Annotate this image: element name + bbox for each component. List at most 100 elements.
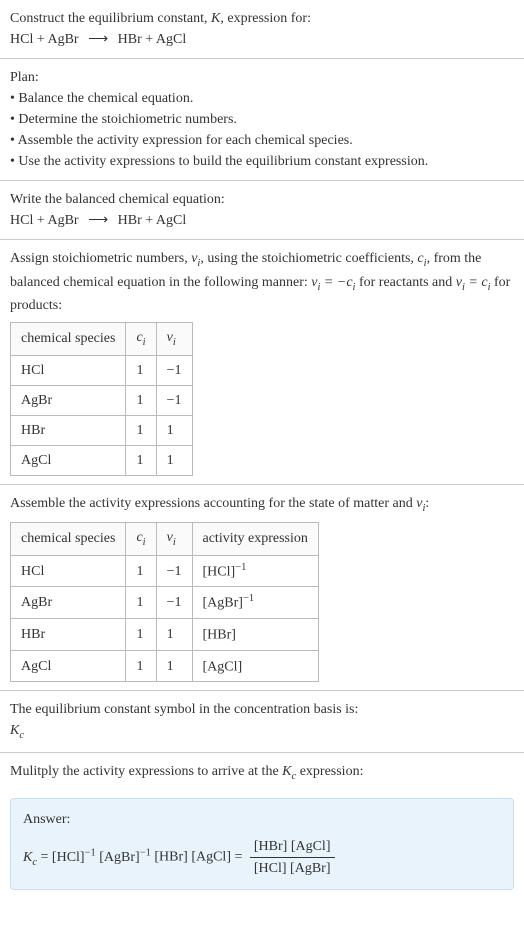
cell-nu: −1: [156, 555, 192, 587]
balanced-section: Write the balanced chemical equation: HC…: [0, 181, 524, 240]
kc-symbol-section: The equilibrium constant symbol in the c…: [0, 691, 524, 753]
table-row: AgBr1−1: [11, 385, 193, 415]
term: [HBr]: [154, 850, 187, 865]
col-activity: activity expression: [192, 523, 318, 556]
cell-c: 1: [126, 445, 156, 475]
equals: =: [231, 850, 246, 865]
reaction-lhs: HCl + AgBr: [10, 213, 79, 228]
text: Construct the equilibrium constant,: [10, 11, 211, 26]
col-species: chemical species: [11, 523, 126, 556]
cell-nu: 1: [156, 445, 192, 475]
reaction-arrow: ⟶: [82, 213, 114, 228]
cell-activity: [AgBr]−1: [192, 587, 318, 619]
fraction-denominator: [HCl] [AgBr]: [250, 857, 335, 879]
cell-activity: [HBr]: [192, 619, 318, 651]
fraction: [HBr] [AgCl] [HCl] [AgBr]: [250, 836, 335, 879]
reaction-lhs: HCl + AgBr: [10, 32, 79, 47]
kc-symbol: Kc: [10, 720, 514, 744]
cell-species: AgBr: [11, 385, 126, 415]
text: expression:: [296, 764, 363, 779]
col-ci: ci: [126, 523, 156, 556]
balanced-equation: HCl + AgBr ⟶ HBr + AgCl: [10, 210, 514, 231]
table-row: HBr11: [11, 415, 193, 445]
cell-species: HBr: [11, 619, 126, 651]
cell-species: AgBr: [11, 587, 126, 619]
cell-activity: [AgCl]: [192, 650, 318, 682]
plan-title: Plan:: [10, 67, 514, 88]
activity-section: Assemble the activity expressions accoun…: [0, 485, 524, 692]
table-row: AgCl11: [11, 445, 193, 475]
table-header-row: chemical species ci νi: [11, 323, 193, 356]
cell-species: HCl: [11, 355, 126, 385]
fraction-numerator: [HBr] [AgCl]: [250, 836, 335, 857]
activity-title: Assemble the activity expressions accoun…: [10, 493, 514, 517]
plan-bullet: • Balance the chemical equation.: [10, 88, 514, 109]
relation: νi = −ci: [311, 275, 355, 290]
col-ci: ci: [126, 323, 156, 356]
text: Mulitply the activity expressions to arr…: [10, 764, 282, 779]
col-species: chemical species: [11, 323, 126, 356]
text: , expression for:: [220, 11, 311, 26]
text: for reactants and: [355, 275, 455, 290]
term: [AgBr]−1: [99, 850, 151, 865]
cell-activity: [HCl]−1: [192, 555, 318, 587]
relation: νi = ci: [456, 275, 491, 290]
plan-bullet: • Determine the stoichiometric numbers.: [10, 109, 514, 130]
table-row: AgCl11[AgCl]: [11, 650, 319, 682]
cell-c: 1: [126, 555, 156, 587]
plan-bullet: • Assemble the activity expression for e…: [10, 130, 514, 151]
c-symbol: ci: [417, 251, 426, 266]
cell-species: HBr: [11, 415, 126, 445]
table-row: AgBr1−1[AgBr]−1: [11, 587, 319, 619]
nu-symbol: νi: [191, 251, 200, 266]
equals: =: [37, 850, 52, 865]
reaction-rhs: HBr + AgCl: [118, 213, 187, 228]
cell-c: 1: [126, 650, 156, 682]
kc-expression: Kc = [HCl]−1 [AgBr]−1 [HBr] [AgCl] = [HB…: [23, 836, 501, 879]
cell-c: 1: [126, 385, 156, 415]
stoich-table: chemical species ci νi HCl1−1 AgBr1−1 HB…: [10, 322, 193, 476]
cell-nu: 1: [156, 619, 192, 651]
cell-nu: −1: [156, 385, 192, 415]
text: , using the stoichiometric coefficients,: [200, 251, 417, 266]
problem-line1: Construct the equilibrium constant, K, e…: [10, 8, 514, 29]
term: [AgCl]: [191, 850, 231, 865]
balanced-title: Write the balanced chemical equation:: [10, 189, 514, 210]
reaction-equation: HCl + AgBr ⟶ HBr + AgCl: [10, 29, 514, 50]
col-nui: νi: [156, 523, 192, 556]
cell-nu: 1: [156, 650, 192, 682]
table-row: HCl1−1[HCl]−1: [11, 555, 319, 587]
table-header-row: chemical species ci νi activity expressi…: [11, 523, 319, 556]
kc-symbol-text: The equilibrium constant symbol in the c…: [10, 699, 514, 720]
activity-table: chemical species ci νi activity expressi…: [10, 522, 319, 682]
plan-section: Plan: • Balance the chemical equation. •…: [0, 59, 524, 181]
col-nui: νi: [156, 323, 192, 356]
plan-bullet: • Use the activity expressions to build …: [10, 151, 514, 172]
text: Assemble the activity expressions accoun…: [10, 496, 416, 511]
reaction-arrow: ⟶: [82, 32, 114, 47]
cell-c: 1: [126, 415, 156, 445]
cell-c: 1: [126, 587, 156, 619]
answer-box: Answer: Kc = [HCl]−1 [AgBr]−1 [HBr] [AgC…: [10, 798, 514, 890]
K-symbol: K: [211, 11, 220, 26]
stoich-section: Assign stoichiometric numbers, νi, using…: [0, 240, 524, 485]
cell-species: AgCl: [11, 650, 126, 682]
cell-nu: 1: [156, 415, 192, 445]
reaction-rhs: HBr + AgCl: [118, 32, 187, 47]
kc-symbol: Kc: [282, 764, 296, 779]
answer-label: Answer:: [23, 809, 501, 830]
term: [HCl]−1: [52, 850, 96, 865]
stoich-text: Assign stoichiometric numbers, νi, using…: [10, 248, 514, 316]
cell-nu: −1: [156, 587, 192, 619]
cell-species: HCl: [11, 555, 126, 587]
text: :: [425, 496, 429, 511]
cell-nu: −1: [156, 355, 192, 385]
multiply-section: Mulitply the activity expressions to arr…: [0, 753, 524, 793]
problem-statement: Construct the equilibrium constant, K, e…: [0, 0, 524, 59]
cell-species: AgCl: [11, 445, 126, 475]
cell-c: 1: [126, 619, 156, 651]
text: Assign stoichiometric numbers,: [10, 251, 191, 266]
cell-c: 1: [126, 355, 156, 385]
table-row: HBr11[HBr]: [11, 619, 319, 651]
table-row: HCl1−1: [11, 355, 193, 385]
